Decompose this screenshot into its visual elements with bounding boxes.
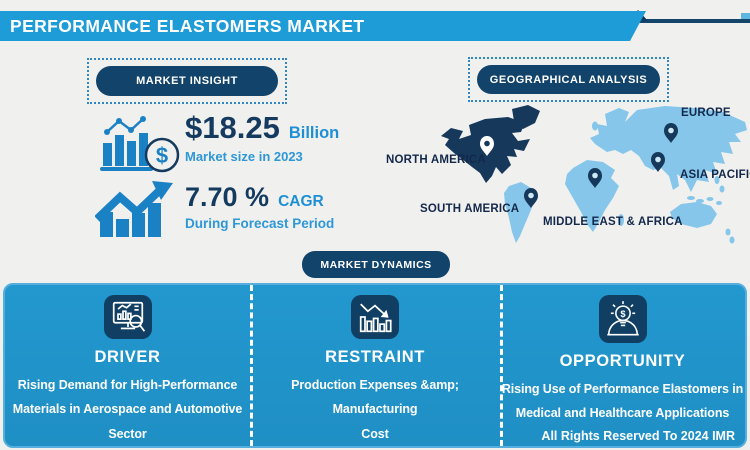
market-size-value: $18.25 (185, 110, 280, 145)
opportunity-text: Rising Use of Performance Elastomers in … (501, 382, 744, 421)
ribbon-edge-nub (741, 13, 750, 19)
driver-text: Rising Demand for High-Performance Mater… (12, 377, 243, 441)
driver-panel: DRIVER Rising Demand for High-Performanc… (5, 285, 250, 446)
declining-bars-arrow-icon (351, 295, 399, 339)
world-map (375, 100, 750, 248)
region-label-north-america: NORTH AMERICA (386, 154, 486, 166)
lightbulb-dollar-icon: $ (598, 295, 647, 343)
svg-text:$: $ (156, 143, 168, 168)
page-title: PERFORMANCE ELASTOMERS MARKET (10, 15, 365, 36)
market-size-unit: Billion (288, 124, 340, 142)
market-size-stat: $18.25 Billion Market size in 2023 (185, 110, 339, 164)
region-label-europe: EUROPE (681, 107, 731, 119)
cagr-unit: CAGR (278, 193, 324, 210)
restraint-text: Production Expenses &amp; Manufacturing … (291, 377, 459, 441)
market-size-caption: Market size in 2023 (185, 149, 303, 164)
panel-divider (500, 285, 503, 446)
market-dynamics-strip: DRIVER Rising Demand for High-Performanc… (3, 283, 747, 448)
opportunity-label: OPPORTUNITY (559, 352, 686, 370)
navy-map-pin-icon (524, 123, 678, 208)
geographical-analysis-dotted-frame: GEOGRAPHICAL ANALYSIS (468, 57, 669, 102)
white-map-pin-icon (480, 136, 494, 156)
market-insight-badge: MARKET INSIGHT (96, 66, 278, 96)
ribbon-tail-line (628, 19, 750, 23)
restraint-label: RESTRAINT (325, 347, 425, 366)
cagr-value: 7.70 % (185, 182, 270, 212)
opportunity-panel: $ OPPORTUNITY Rising Use of Performance … (500, 285, 745, 446)
growth-arrow-icon (94, 181, 183, 242)
cagr-caption: During Forecast Period (185, 216, 335, 231)
panel-divider (250, 285, 253, 446)
restraint-panel: RESTRAINT Production Expenses &amp; Manu… (250, 285, 500, 446)
region-label-south-america: SOUTH AMERICA (420, 203, 520, 215)
cagr-stat: 7.70 % CAGR During Forecast Period (185, 182, 334, 231)
bar-chart-dollar-icon: $ (98, 110, 184, 179)
region-label-asia-pacific: ASIA PACIFIC (680, 169, 750, 181)
driver-label: DRIVER (94, 347, 161, 366)
svg-text:$: $ (620, 309, 626, 319)
region-label-middle-east-africa: MIDDLE EAST & AFRICA (543, 216, 683, 228)
geographical-analysis-badge: GEOGRAPHICAL ANALYSIS (477, 65, 660, 94)
title-banner: PERFORMANCE ELASTOMERS MARKET (0, 11, 646, 41)
monitor-analytics-icon (103, 295, 152, 339)
copyright-text: All Rights Reserved To 2024 IMR (541, 429, 735, 443)
market-insight-dotted-frame: MARKET INSIGHT (87, 58, 287, 104)
market-dynamics-badge: MARKET DYNAMICS (302, 251, 450, 278)
